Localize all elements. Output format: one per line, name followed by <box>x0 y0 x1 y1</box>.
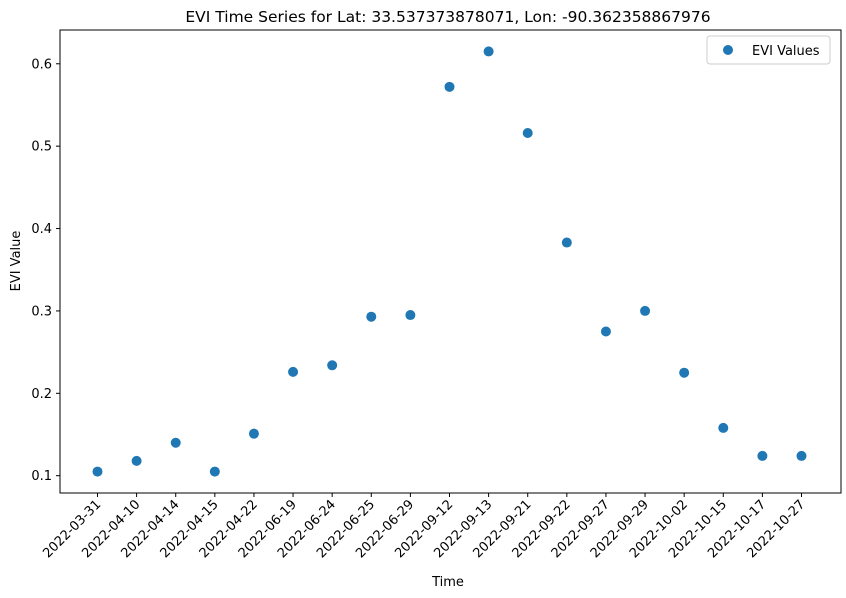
y-axis-label: EVI Value <box>9 231 24 292</box>
y-tick-label: 0.6 <box>31 57 52 72</box>
data-point <box>209 466 220 477</box>
y-tick-label: 0.3 <box>31 304 52 319</box>
data-point <box>92 466 103 477</box>
plot-area <box>92 46 807 477</box>
data-point <box>248 428 259 439</box>
y-axis: 0.1 0.2 0.3 0.4 0.5 0.6 <box>31 57 60 484</box>
data-point <box>327 360 338 371</box>
legend-marker <box>723 45 733 55</box>
legend: EVI Values <box>706 35 831 65</box>
x-axis-label: Time <box>431 575 464 590</box>
data-point <box>444 81 455 92</box>
y-tick-label: 0.2 <box>31 387 52 402</box>
x-axis: 2022-03-312022-04-102022-04-142022-04-15… <box>40 493 808 561</box>
chart-title: EVI Time Series for Lat: 33.537373878071… <box>185 8 710 26</box>
data-point <box>288 366 299 377</box>
legend-frame <box>706 35 831 65</box>
plot-frame <box>59 29 842 494</box>
data-point <box>366 311 377 322</box>
data-point <box>405 310 416 321</box>
data-point <box>483 46 494 57</box>
data-point <box>718 422 729 433</box>
y-tick-label: 0.1 <box>31 469 52 484</box>
data-point <box>679 367 690 378</box>
data-point <box>640 305 651 316</box>
legend-label: EVI Values <box>752 44 820 59</box>
data-point <box>522 127 533 138</box>
y-tick-label: 0.5 <box>31 140 52 155</box>
data-point <box>796 450 807 461</box>
data-point <box>170 437 181 448</box>
data-point <box>757 450 768 461</box>
data-point <box>561 237 572 248</box>
data-point <box>600 326 611 337</box>
data-point <box>131 455 142 466</box>
y-tick-label: 0.4 <box>31 222 52 237</box>
